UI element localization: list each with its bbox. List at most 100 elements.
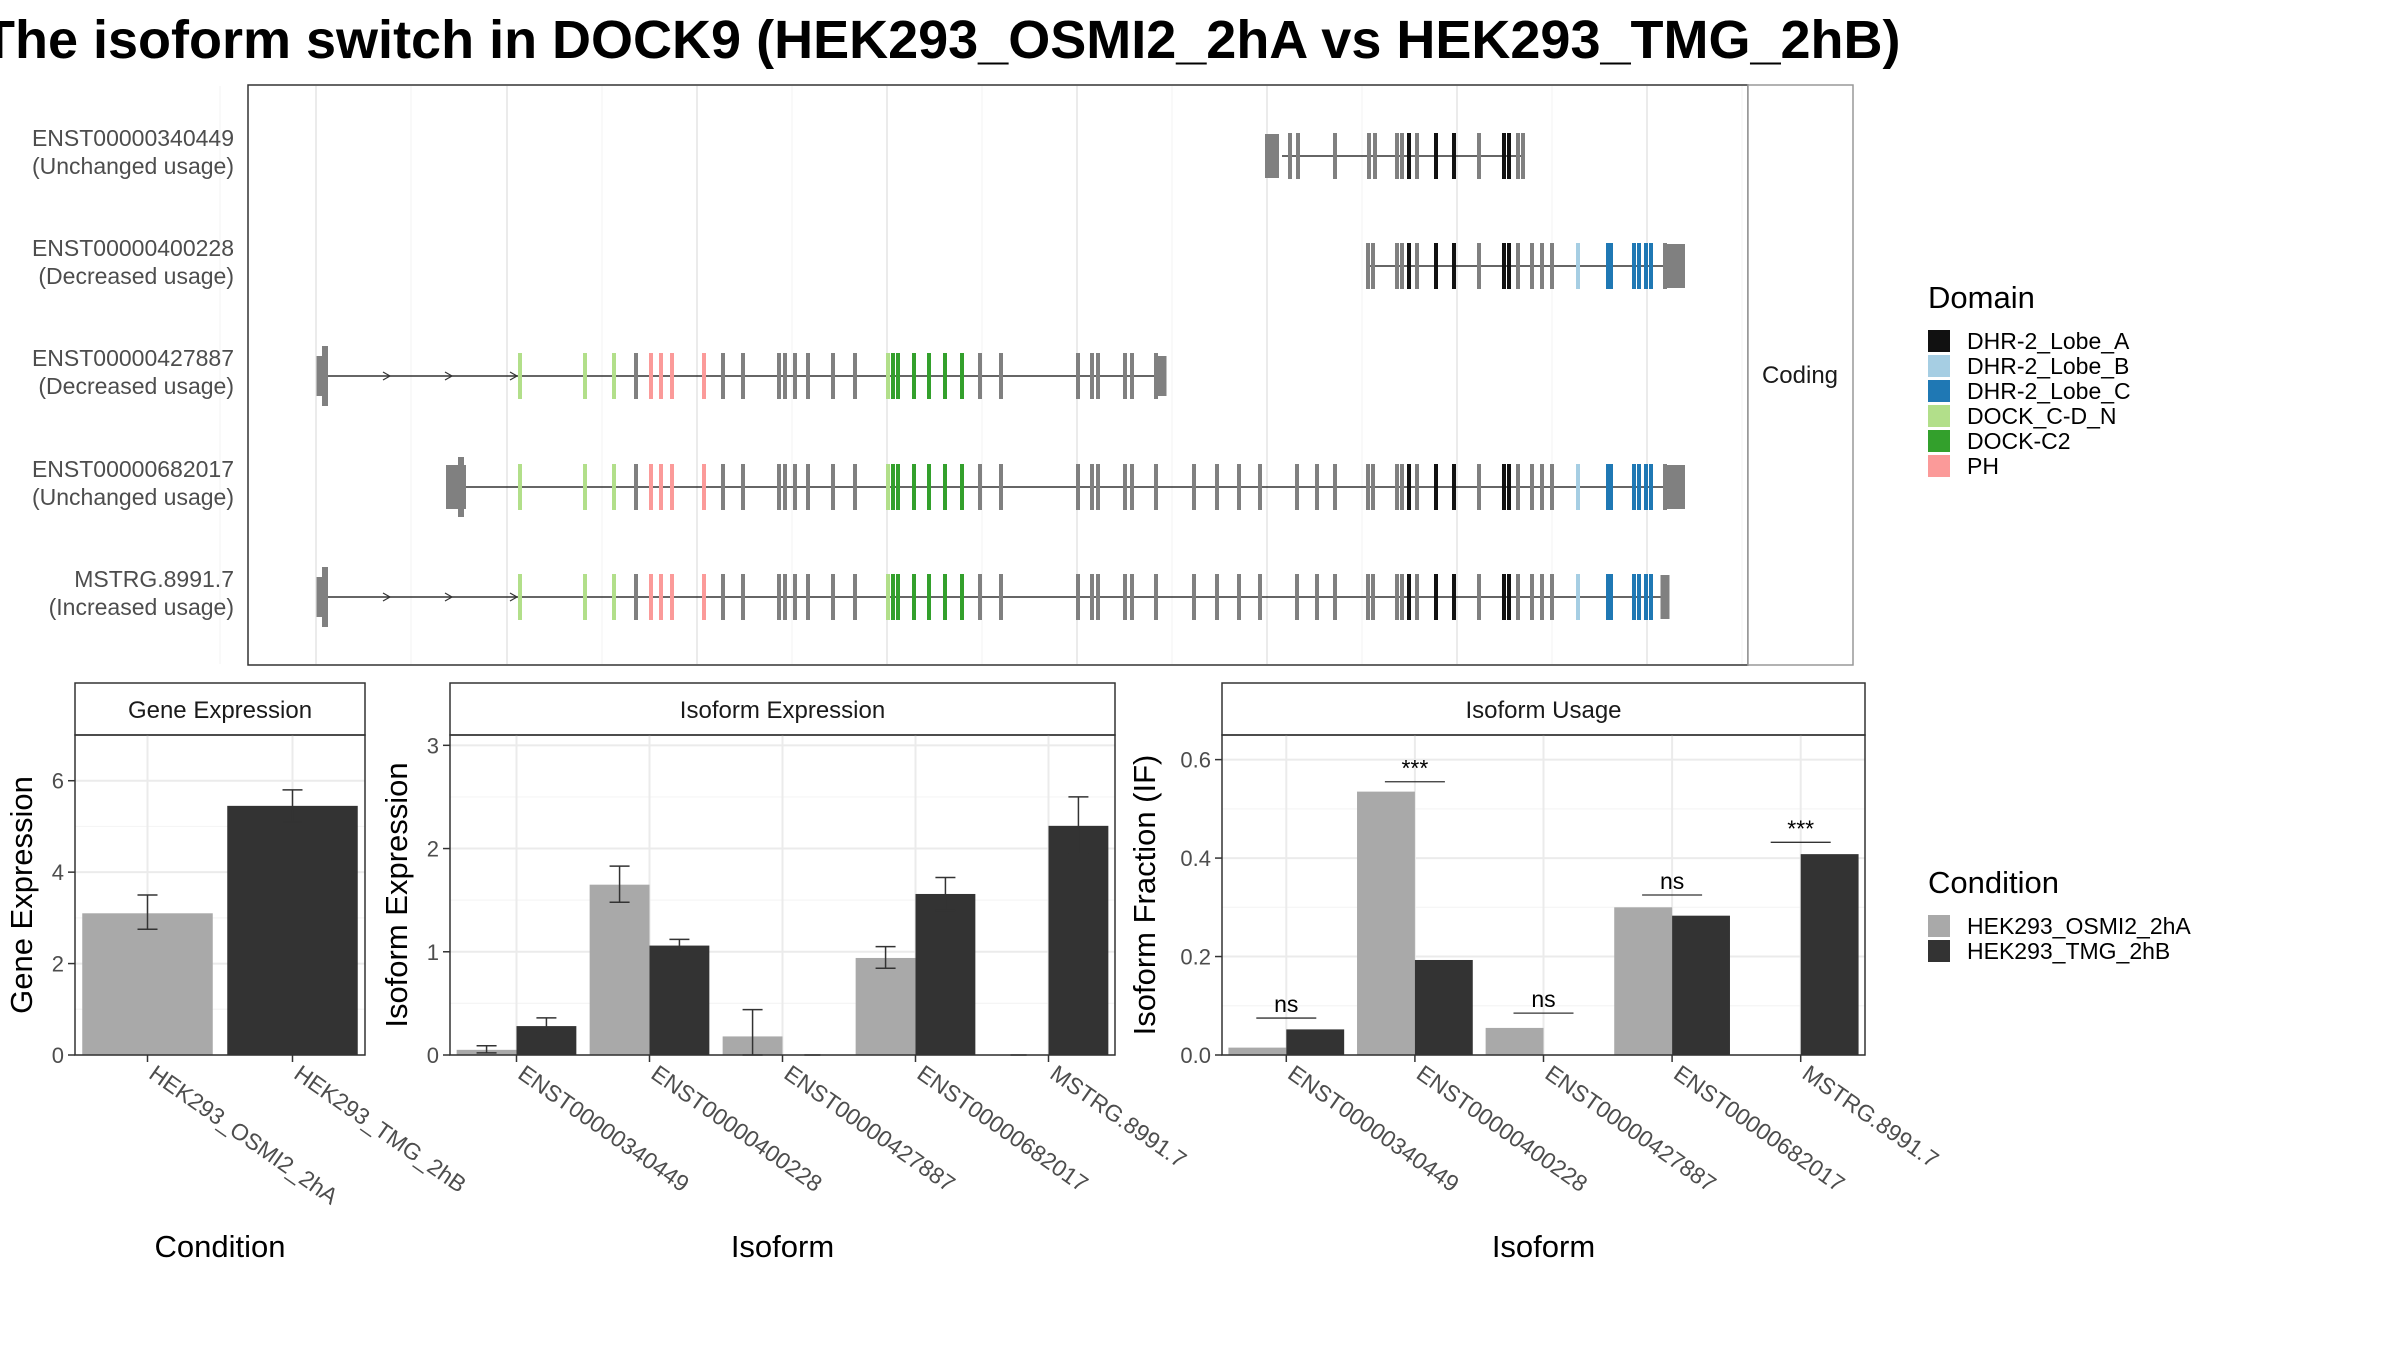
- exon-block: [1415, 574, 1419, 620]
- exon-block: [1400, 243, 1404, 289]
- exon-block: [943, 464, 947, 510]
- y-tick-label: 4: [52, 860, 64, 885]
- exon-block: [978, 464, 982, 510]
- exon-block: [831, 353, 835, 399]
- transcript-label-usage: (Decreased usage): [38, 263, 234, 289]
- bar: [1286, 1029, 1345, 1055]
- y-tick-label: 0.4: [1180, 846, 1211, 871]
- exon-block: [1606, 464, 1610, 510]
- domain-legend: Domain DHR-2_Lobe_ADHR-2_Lobe_BDHR-2_Lob…: [1928, 280, 2131, 479]
- exon-block: [1644, 574, 1648, 620]
- exon-block: [891, 574, 895, 620]
- transcript-label-id: MSTRG.8991.7: [74, 566, 234, 592]
- exon-block: [1637, 574, 1641, 620]
- bar: [855, 957, 916, 1055]
- plot-frame: [74, 734, 366, 1056]
- exon-block: [896, 353, 900, 399]
- exon-block: [793, 464, 797, 510]
- exon-block: [891, 464, 895, 510]
- exon-block: [1502, 243, 1506, 289]
- legend-swatch-DOCK-C2: [1928, 430, 1950, 452]
- panel-title: Isoform Usage: [1465, 697, 1621, 724]
- exon-block: [1649, 464, 1653, 510]
- strand-arrow-icon: [382, 592, 392, 602]
- x-axis-title: Condition: [155, 1229, 286, 1264]
- strand-arrow-icon: [444, 592, 454, 602]
- exon-block: [1609, 243, 1613, 289]
- x-tick-label: MSTRG.8991.7: [1046, 1060, 1192, 1173]
- exon-block: [702, 464, 706, 510]
- bar: [589, 884, 650, 1055]
- exon-block: [896, 574, 900, 620]
- exon-block: [831, 464, 835, 510]
- y-tick-label: 1: [427, 940, 439, 965]
- panel-strip: [1221, 682, 1866, 736]
- exon-block: [1096, 353, 1100, 399]
- exon-block: [1576, 574, 1580, 620]
- exon-block: [853, 464, 857, 510]
- exon-block: [1076, 574, 1080, 620]
- exon-block: [806, 574, 810, 620]
- exon-block: [1477, 574, 1481, 620]
- exon-block: [1333, 574, 1337, 620]
- transcript-label-usage: (Decreased usage): [38, 373, 234, 399]
- exon-block: [649, 464, 653, 510]
- transcript-label-usage: (Unchanged usage): [32, 153, 234, 179]
- exon-block: [1516, 133, 1520, 179]
- legend-label-PH: PH: [1967, 453, 1999, 479]
- exon-block: [886, 353, 890, 399]
- exon-block: [659, 574, 663, 620]
- transcript-track-ENST00000400228: [1366, 243, 1685, 289]
- legend-label-DOCK-C2: DOCK-C2: [1967, 428, 2071, 454]
- exon-block: [853, 353, 857, 399]
- significance-label: ***: [1787, 815, 1814, 841]
- exon-block: [1452, 464, 1456, 510]
- bar: [1485, 1027, 1544, 1055]
- strand-arrow-icon: [382, 371, 392, 381]
- legend-label-DHR-2_Lobe_C: DHR-2_Lobe_C: [1967, 378, 2131, 404]
- exon-block: [1237, 464, 1241, 510]
- exon-block: [1502, 133, 1506, 179]
- exon-block: [1540, 574, 1544, 620]
- exon-block: [1076, 353, 1080, 399]
- legend-label-DHR-2_Lobe_B: DHR-2_Lobe_B: [1967, 353, 2129, 379]
- exon-block: [1296, 133, 1300, 179]
- exon-block: [1192, 464, 1196, 510]
- exon-block: [912, 574, 916, 620]
- transcript-label-id: ENST00000400228: [32, 235, 234, 261]
- exon-block: [1154, 574, 1158, 620]
- exon-block: [1407, 243, 1411, 289]
- exon-block: [1452, 574, 1456, 620]
- significance-label: ns: [1531, 986, 1555, 1012]
- exon-block: [886, 574, 890, 620]
- exon-block: [741, 464, 745, 510]
- transcript-label-id: ENST00000427887: [32, 345, 234, 371]
- exon-block: [853, 574, 857, 620]
- exon-block: [634, 574, 638, 620]
- exon-block: [1637, 243, 1641, 289]
- exon-block: [1606, 574, 1610, 620]
- exon-block: [1373, 133, 1377, 179]
- exon-block: [1295, 464, 1299, 510]
- domain-legend-title: Domain: [1928, 280, 2035, 315]
- y-tick-label: 2: [427, 837, 439, 862]
- exon-block: [1665, 465, 1685, 509]
- legend-swatch-HEK293_TMG_2hB: [1928, 940, 1950, 962]
- structure-gridlines: [219, 86, 1743, 664]
- exon-block: [659, 353, 663, 399]
- exon-block: [634, 353, 638, 399]
- significance-label: ns: [1274, 991, 1298, 1017]
- exon-block: [1237, 574, 1241, 620]
- exon-block: [1502, 574, 1506, 620]
- exon-block: [1516, 243, 1520, 289]
- y-tick-label: 6: [52, 769, 64, 794]
- exon-block: [1367, 133, 1371, 179]
- exon-block: [583, 353, 587, 399]
- exon-block: [1258, 574, 1262, 620]
- exon-block: [322, 346, 328, 406]
- exon-block: [1395, 243, 1399, 289]
- exon-block: [891, 353, 895, 399]
- exon-block: [1400, 133, 1404, 179]
- x-axis-title: Isoform: [731, 1229, 834, 1264]
